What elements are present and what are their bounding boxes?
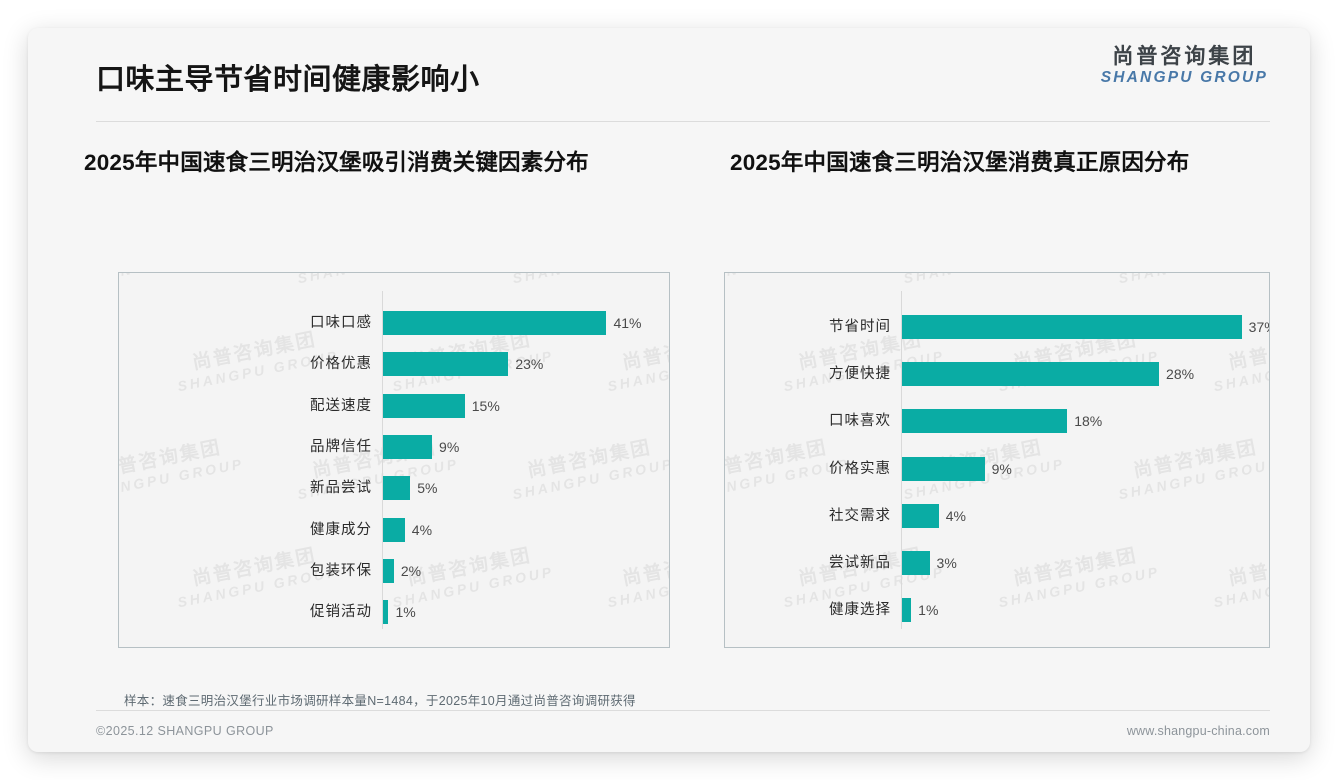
bar-value-label: 5% [417, 480, 438, 497]
charts-row: 2025年中国速食三明治汉堡吸引消费关键因素分布 尚普咨询集团 SHANGPU G… [28, 148, 1310, 648]
bar-row[interactable]: 健康成分 4% [119, 517, 669, 542]
bar-category-label: 价格优惠 [310, 356, 372, 373]
bar-row[interactable]: 口味口感 41% [119, 311, 669, 335]
bar-value-label: 2% [400, 562, 422, 579]
bar-row[interactable]: 口味喜欢 18% [725, 409, 1269, 434]
bar-value-label: 23% [515, 356, 544, 373]
bar-value-label: 4% [945, 507, 966, 524]
brand-logo-en: SHANGPU GROUP [1100, 69, 1268, 87]
bar-value-label: 41% [613, 315, 642, 331]
bar-value-label: 18% [1074, 413, 1103, 430]
bar-value-label: 4% [411, 521, 433, 538]
chart-title-left: 2025年中国速食三明治汉堡吸引消费关键因素分布 [84, 150, 589, 175]
bar[interactable] [383, 517, 405, 542]
bar[interactable] [902, 456, 985, 481]
brand-logo-cn: 尚普咨询集团 [1112, 45, 1257, 68]
bar-row[interactable]: 社交需求 4% [725, 503, 1269, 528]
bar-chart-left: 口味口感 41% 价格优惠 23% 配送速度 15% 品牌信任 9% 新品尝试 5% 健康成分 4% 包… [119, 273, 669, 647]
bar-category-label: 价格实惠 [829, 460, 891, 477]
chart-title-right: 2025年中国速食三明治汉堡消费真正原因分布 [730, 150, 1190, 175]
slide-card: 口味主导节省时间健康影响小 尚普咨询集团 SHANGPU GROUP 2025年… [28, 28, 1310, 752]
bar-value-label: 28% [1166, 366, 1195, 383]
bar-row[interactable]: 配送速度 15% [119, 393, 669, 418]
bar-row[interactable]: 价格优惠 23% [119, 352, 669, 377]
bar-value-label: 3% [936, 555, 957, 571]
bar[interactable] [902, 409, 1068, 434]
bar-value-label: 9% [439, 438, 460, 455]
bar-category-label: 口味喜欢 [829, 413, 891, 430]
bar[interactable] [902, 362, 1160, 387]
bar-category-label: 健康选择 [829, 602, 891, 619]
bar[interactable] [383, 352, 509, 377]
footer-copyright: ©2025.12 SHANGPU GROUP [96, 724, 274, 738]
bar-row[interactable]: 包装环保 2% [119, 558, 669, 583]
bar-row[interactable]: 促销活动 1% [119, 600, 669, 625]
slide-header: 口味主导节省时间健康影响小 尚普咨询集团 SHANGPU GROUP [28, 28, 1310, 121]
header-divider [96, 121, 1270, 122]
bar[interactable] [383, 600, 389, 625]
bar-row[interactable]: 健康选择 1% [725, 598, 1269, 623]
bar-category-label: 包装环保 [310, 562, 372, 579]
bar-row[interactable]: 节省时间 37% [725, 315, 1269, 339]
bar[interactable] [383, 311, 607, 335]
bar-value-label: 15% [471, 397, 500, 414]
chart-block-right: 2025年中国速食三明治汉堡消费真正原因分布 尚普咨询集团 SHANGPU GRO… [692, 148, 1282, 648]
bar-chart-right: 节省时间 37% 方便快捷 28% 口味喜欢 18% 价格实惠 9% 社交需求 4% 尝试新品 3% 健… [725, 273, 1269, 647]
bar-row[interactable]: 尝试新品 3% [725, 551, 1269, 575]
bar-value-label: 1% [918, 602, 939, 619]
bar-category-label: 社交需求 [829, 507, 891, 524]
bar[interactable] [383, 434, 433, 459]
bar[interactable] [902, 551, 930, 575]
bar-category-label: 促销活动 [310, 604, 372, 621]
bar-value-label: 37% [1248, 319, 1269, 335]
footer-website-link[interactable]: www.shangpu-china.com [1126, 724, 1270, 738]
sample-note: 样本：速食三明治汉堡行业市场调研样本量N=1484，于2025年10月通过尚普咨… [124, 694, 636, 708]
bar[interactable] [902, 503, 939, 528]
bar-row[interactable]: 品牌信任 9% [119, 434, 669, 459]
slide-footer: ©2025.12 SHANGPU GROUP www.shangpu-china… [28, 711, 1310, 752]
bar-row[interactable]: 方便快捷 28% [725, 362, 1269, 387]
bar[interactable] [902, 315, 1242, 339]
bar[interactable] [902, 598, 912, 623]
bar[interactable] [383, 393, 465, 418]
bar-row[interactable]: 价格实惠 9% [725, 456, 1269, 481]
bar-category-label: 方便快捷 [829, 366, 891, 383]
footer-divider [96, 710, 1270, 711]
bar-value-label: 9% [991, 460, 1012, 477]
brand-logo: 尚普咨询集团 SHANGPU GROUP [1100, 45, 1268, 87]
chart-axis-line [901, 291, 902, 629]
bar-category-label: 新品尝试 [310, 480, 372, 497]
bar[interactable] [383, 476, 411, 501]
bar[interactable] [383, 558, 394, 583]
bar-value-label: 1% [395, 604, 416, 621]
bar-category-label: 尝试新品 [829, 555, 891, 571]
bar-category-label: 口味口感 [310, 315, 372, 331]
chart-block-left: 2025年中国速食三明治汉堡吸引消费关键因素分布 尚普咨询集团 SHANGPU G… [56, 148, 680, 648]
bar-category-label: 节省时间 [829, 319, 891, 335]
page-title: 口味主导节省时间健康影响小 [96, 64, 480, 96]
chart-axis-line [382, 291, 383, 629]
bar-row[interactable]: 新品尝试 5% [119, 476, 669, 501]
bar-category-label: 健康成分 [310, 521, 372, 538]
bar-category-label: 配送速度 [310, 397, 372, 414]
bar-category-label: 品牌信任 [310, 438, 372, 455]
